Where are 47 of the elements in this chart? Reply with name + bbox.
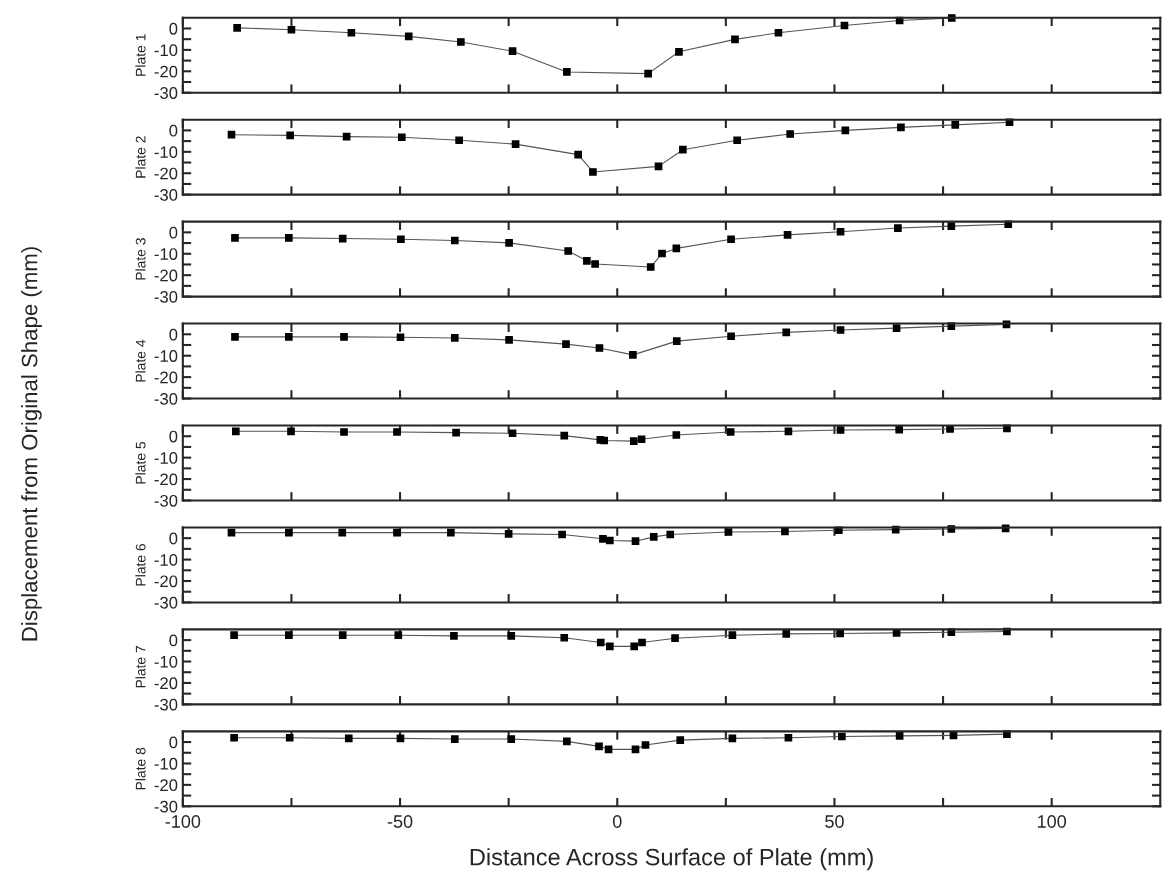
y-tick-label: 0 xyxy=(169,22,178,35)
y-tick-label: 0 xyxy=(169,634,178,647)
y-tick-label: -30 xyxy=(154,698,178,711)
y-axis-title: Plate 2 xyxy=(135,136,146,178)
y-axis-title: Plate 7 xyxy=(135,645,146,688)
y-tick-label: -30 xyxy=(154,800,178,813)
x-tick-label: -50 xyxy=(387,815,413,828)
y-tick-label: -10 xyxy=(154,146,178,159)
y-tick-label: 0 xyxy=(169,532,178,545)
y-axis-title: Plate 5 xyxy=(135,441,146,484)
y-tick-label: -30 xyxy=(154,392,178,405)
text: Displacement from Original Shape (mm) xyxy=(21,247,42,641)
y-tick-label: 0 xyxy=(169,736,178,749)
y-tick-label: 0 xyxy=(169,328,178,341)
y-tick-label: -30 xyxy=(154,494,178,507)
y-tick-label: 0 xyxy=(169,124,178,137)
x-axis-title: Distance Across Surface of Plate (mm) xyxy=(470,848,873,871)
y-tick-label: -10 xyxy=(154,452,178,464)
x-tick-label: -100 xyxy=(165,815,201,828)
y-axis-title: Plate 4 xyxy=(135,339,146,382)
y-tick-label: -20 xyxy=(154,167,178,180)
y-axis-title: Plate 1 xyxy=(135,34,146,76)
y-tick-label: -30 xyxy=(154,596,178,609)
y-tick-label: -10 xyxy=(154,655,178,668)
y-tick-label: -20 xyxy=(154,371,178,384)
y-axis-title: Plate 3 xyxy=(135,238,146,280)
y-tick-label: -20 xyxy=(154,779,178,792)
x-tick-label: 0 xyxy=(612,815,622,828)
y-tick-label: -10 xyxy=(154,44,178,57)
y-tick-label: -30 xyxy=(154,87,178,99)
y-tick-label: -20 xyxy=(154,65,178,78)
y-tick-label: -30 xyxy=(154,291,178,303)
y-tick-label: -10 xyxy=(154,350,178,362)
y-tick-label: -10 xyxy=(154,757,178,770)
y-tick-label: -20 xyxy=(154,677,178,690)
y-tick-label: 0 xyxy=(169,226,178,239)
y-tick-label: -10 xyxy=(154,248,178,260)
y-tick-label: -10 xyxy=(154,553,178,566)
x-tick-label: 100 xyxy=(1037,815,1067,828)
y-tick-label: -20 xyxy=(154,575,178,588)
y-tick-label: -30 xyxy=(154,189,178,201)
y-tick-label: 0 xyxy=(169,430,178,443)
x-tick-label: 50 xyxy=(825,815,844,828)
y-axis-title: Plate 6 xyxy=(135,543,146,586)
y-tick-label: -20 xyxy=(154,473,178,486)
y-axis-title: Plate 8 xyxy=(135,747,146,790)
y-tick-label: -20 xyxy=(154,269,178,282)
